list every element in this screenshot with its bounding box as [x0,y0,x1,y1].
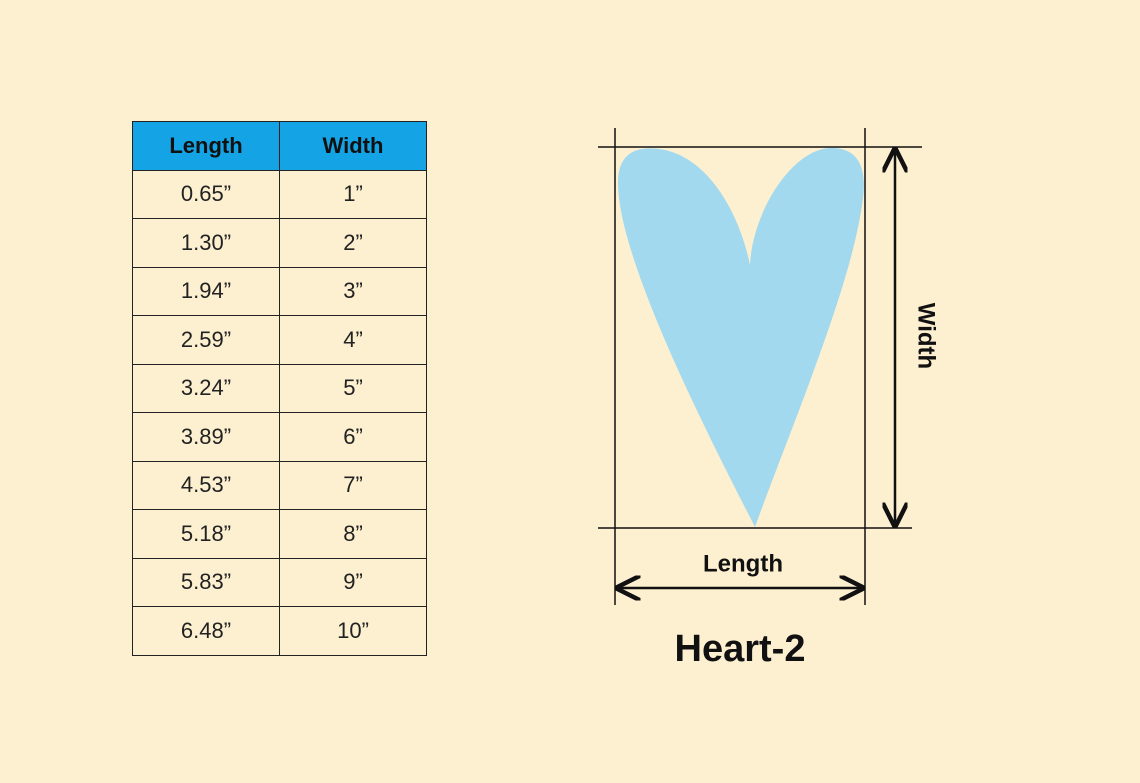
table-cell: 9” [279,557,427,607]
table-cell: 8” [279,509,427,559]
table-row: 1.30” 2” [132,218,427,268]
table-cell: 4.53” [132,460,280,510]
table-cell: 5.18” [132,509,280,559]
table-cell: 3” [279,266,427,316]
header-cell: Length [132,121,280,171]
size-table: Length Width 0.65” 1” 1.30” 2” 1.94” 3” 2.59” 4”… [132,121,427,656]
table-cell: 5.83” [132,557,280,607]
table-cell: 5” [279,363,427,413]
table-row: 3.24” 5” [132,363,427,413]
diagram-title: Heart-2 [675,628,806,670]
table-cell: 6.48” [132,606,280,656]
width-label: Width [913,303,940,369]
table-row: 5.18” 8” [132,509,427,559]
table-cell: 1.94” [132,266,280,316]
table-cell: 4” [279,315,427,365]
table-cell: 1.30” [132,218,280,268]
frame-lines [598,128,922,605]
table-row: 6.48” 10” [132,606,427,656]
table-cell: 6” [279,412,427,462]
table-row: 1.94” 3” [132,266,427,316]
table-cell: 2” [279,218,427,268]
table-cell: 2.59” [132,315,280,365]
heart-shape [617,147,864,528]
table-cell: 0.65” [132,169,280,219]
header-cell: Width [279,121,427,171]
table-row: 3.89” 6” [132,412,427,462]
table-row: 2.59” 4” [132,315,427,365]
table-body: 0.65” 1” 1.30” 2” 1.94” 3” 2.59” 4” 3.24” 5” 3.89”… [132,169,427,656]
header-row: Length Width [132,121,427,171]
table-row: 4.53” 7” [132,460,427,510]
table-row: 5.83” 9” [132,557,427,607]
length-label: Length [703,550,783,577]
table-cell: 3.89” [132,412,280,462]
table-cell: 10” [279,606,427,656]
